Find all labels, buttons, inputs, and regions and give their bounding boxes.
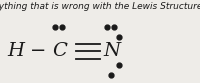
Text: C: C xyxy=(53,42,67,60)
Text: List everything that is wrong with the Lewis Structure shown?: List everything that is wrong with the L… xyxy=(0,2,200,11)
Text: N: N xyxy=(103,42,121,60)
Text: −: − xyxy=(30,42,46,60)
Text: H: H xyxy=(8,42,24,60)
